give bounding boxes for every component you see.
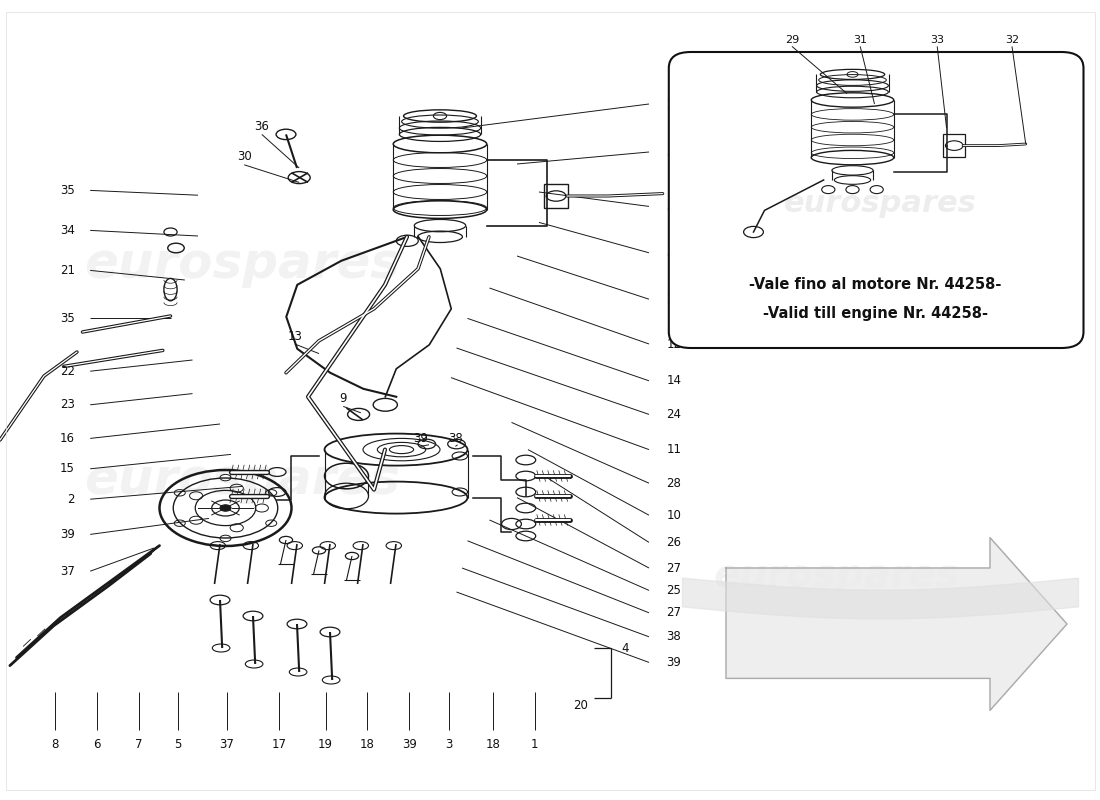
Text: 30: 30 [236, 150, 252, 163]
Text: 15: 15 [59, 462, 75, 475]
Text: 11: 11 [667, 443, 682, 456]
Text: 25: 25 [667, 584, 682, 597]
Text: 21: 21 [59, 264, 75, 277]
Text: 3: 3 [446, 738, 452, 750]
Text: 22: 22 [59, 365, 75, 378]
Text: 35: 35 [60, 184, 75, 197]
Text: 39: 39 [667, 656, 682, 669]
Text: 27: 27 [667, 606, 682, 619]
Text: 5: 5 [175, 738, 182, 750]
Text: 28: 28 [667, 477, 682, 490]
Text: 32: 32 [1005, 35, 1019, 45]
Text: 37: 37 [219, 738, 234, 750]
Bar [944, 134, 966, 157]
Text: eurospares: eurospares [84, 456, 400, 504]
Text: 24: 24 [667, 408, 682, 421]
Text: 36: 36 [254, 120, 270, 133]
Text: 17: 17 [272, 738, 287, 750]
Text: 10: 10 [667, 509, 682, 522]
Text: 39: 39 [402, 738, 417, 750]
Text: 31: 31 [854, 35, 867, 45]
Text: 12: 12 [667, 338, 682, 350]
Text: 38: 38 [667, 630, 681, 643]
Text: 20: 20 [573, 699, 588, 712]
Text: 2: 2 [67, 493, 75, 506]
Text: 19: 19 [318, 738, 333, 750]
Text: eurospares: eurospares [84, 240, 400, 288]
Text: 23: 23 [59, 398, 75, 411]
Text: -Valid till engine Nr. 44258-: -Valid till engine Nr. 44258- [763, 306, 988, 321]
Text: 35: 35 [60, 312, 75, 325]
Text: 37: 37 [59, 565, 75, 578]
Text: 9: 9 [340, 392, 346, 405]
Text: 6: 6 [94, 738, 100, 750]
Text: -Vale fino al motore Nr. 44258-: -Vale fino al motore Nr. 44258- [749, 278, 1002, 292]
Text: 7: 7 [135, 738, 142, 750]
Text: 16: 16 [59, 432, 75, 445]
Text: 18: 18 [485, 738, 501, 750]
Text: 8: 8 [52, 738, 58, 750]
Text: 26: 26 [667, 536, 682, 549]
Text: 38: 38 [448, 432, 463, 445]
Text: 39: 39 [412, 432, 428, 445]
Bar [544, 184, 568, 208]
Text: 13: 13 [287, 330, 303, 342]
Polygon shape [726, 538, 1067, 710]
Text: 18: 18 [360, 738, 375, 750]
Text: 1: 1 [531, 738, 538, 750]
Text: 28: 28 [667, 293, 682, 306]
Text: 39: 39 [59, 528, 75, 541]
Text: 31: 31 [667, 146, 682, 158]
Text: eurospares: eurospares [783, 190, 977, 218]
Ellipse shape [220, 505, 231, 511]
FancyBboxPatch shape [669, 52, 1084, 348]
Text: 4: 4 [621, 642, 629, 654]
Text: 29: 29 [667, 98, 682, 110]
Text: 33: 33 [667, 246, 681, 259]
Text: eurospares: eurospares [713, 557, 959, 595]
Text: 14: 14 [667, 374, 682, 387]
Text: 34: 34 [59, 224, 75, 237]
Text: 33: 33 [931, 35, 944, 45]
Text: 29: 29 [785, 35, 799, 45]
Text: 27: 27 [667, 562, 682, 574]
Text: 32: 32 [667, 200, 682, 213]
